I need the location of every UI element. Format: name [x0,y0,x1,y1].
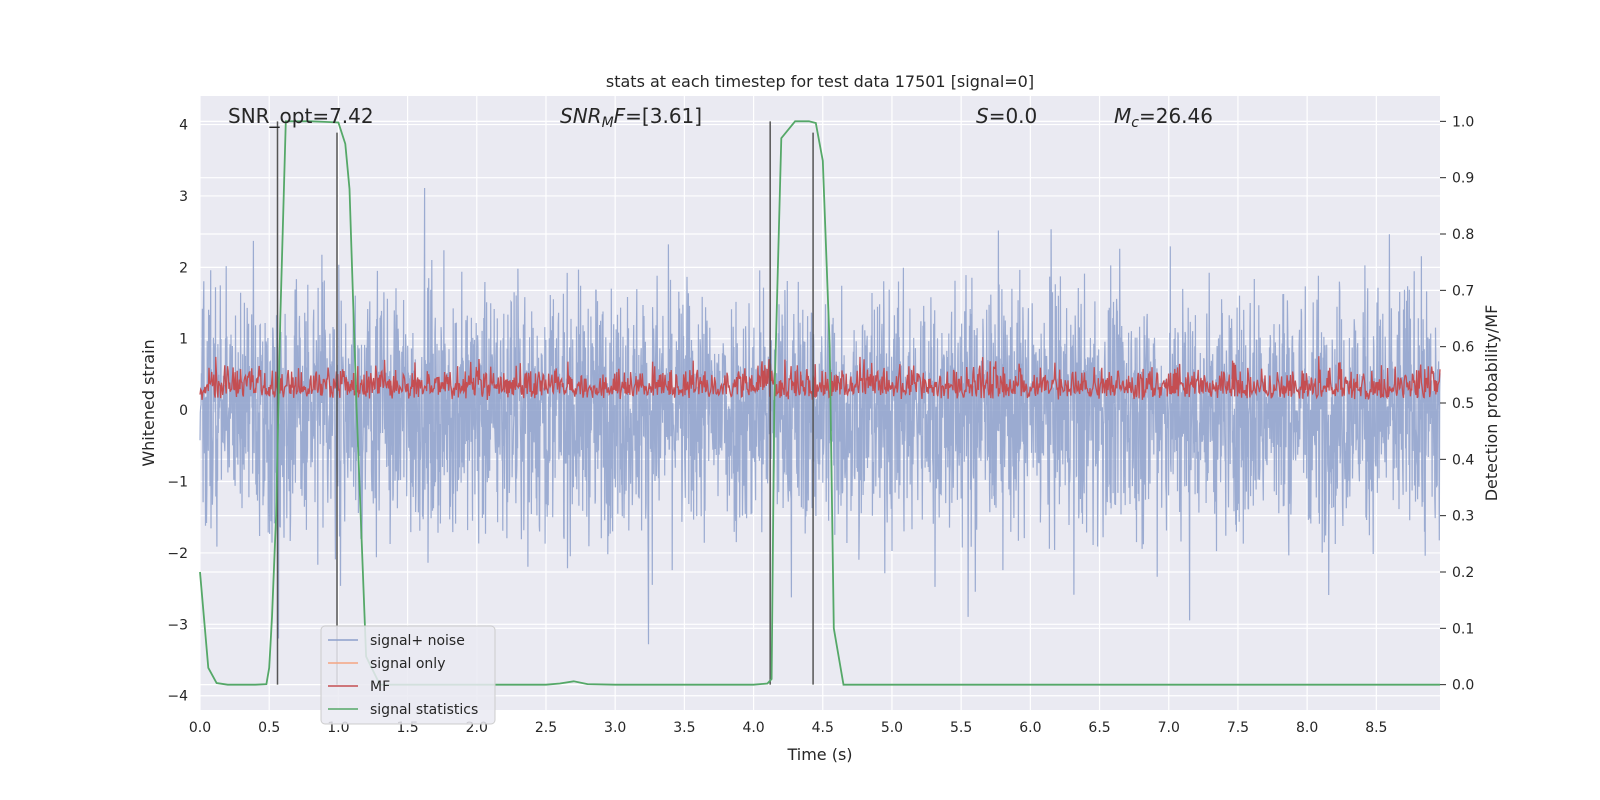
x-tick-label: 7.5 [1227,720,1249,736]
s-annotation: S=0.0 [976,104,1037,128]
y-tick-label: 4 [179,118,188,134]
y2-tick-label: 0.9 [1452,171,1474,187]
y2-tick-label: 0.6 [1452,340,1474,356]
y-tick-label: −3 [167,617,188,633]
grid [199,96,1440,710]
y-tick-label: −4 [167,689,188,705]
mc-subscript: c [1131,115,1139,131]
y-tick-label: 1 [179,332,188,348]
signal-noise-series [199,187,1441,645]
x-tick-label: 0.0 [189,720,211,736]
legend-label-signal-noise: signal+ noise [370,633,465,649]
snr-mf-annotation: SNRMF=[3.61] [560,104,702,131]
y-tick-label: 0 [179,403,188,419]
x-tick-label: 4.5 [812,720,834,736]
x-tick-label: 3.0 [604,720,626,736]
y-tick-label: 3 [179,189,188,205]
mf-line [199,356,1441,401]
x-tick-label: 4.0 [742,720,764,736]
snr-mf-value: =[3.61] [625,104,702,128]
x-tick-label: 2.5 [535,720,557,736]
snr-mf-subscript: M [602,115,614,131]
y2-tick-label: 0.1 [1452,621,1474,637]
legend-label-mf: MF [370,679,390,695]
tick-labels: 0.0 0.5 1.0 1.5 2.0 2.5 3.0 3.5 4.0 4.5 5.0 5.5 6.0 6… [167,114,1474,736]
vertical-markers [276,121,814,685]
mc-symbol: M [1114,104,1131,128]
y-tick-label: −1 [167,475,188,491]
y-tick-label: −2 [167,546,188,562]
y2-tick-label: 0.4 [1452,452,1474,468]
y2-tick-label: 1.0 [1452,114,1474,130]
signal-statistics-line [199,120,1440,686]
s-value: =0.0 [989,104,1038,128]
signal-noise-line [199,187,1441,645]
mc-value: =26.46 [1139,104,1213,128]
y2-axis-label: Detection probability/MF [1482,305,1501,502]
x-axis-label: Time (s) [786,745,852,764]
mf-series [199,356,1441,401]
x-tick-label: 5.5 [950,720,972,736]
y2-tick-label: 0.7 [1452,283,1474,299]
x-tick-label: 5.0 [881,720,903,736]
x-tick-label: 7.0 [1158,720,1180,736]
legend-label-signal-only: signal only [370,656,445,672]
x-tick-label: 6.0 [1019,720,1041,736]
snr-opt-annotation: SNR_opt=7.42 [228,104,374,128]
x-tick-label: 8.0 [1296,720,1318,736]
y2-tick-label: 0.8 [1452,227,1474,243]
chart-title: stats at each timestep for test data 175… [606,72,1034,91]
y2-tick-label: 0.3 [1452,509,1474,525]
x-tick-label: 6.5 [1088,720,1110,736]
mc-annotation: Mc=26.46 [1114,104,1213,131]
snr-mf-symbol: SNR [560,104,602,128]
y-axis-label: Whitened strain [139,339,158,466]
x-tick-label: 8.5 [1365,720,1387,736]
signal-statistics-series [199,120,1440,686]
y-tick-label: 2 [179,260,188,276]
legend-box [320,625,496,725]
x-tick-label: 3.5 [673,720,695,736]
y2-tick-label: 0.2 [1452,565,1474,581]
s-symbol: S [976,104,989,128]
x-tick-label: 0.5 [258,720,280,736]
legend-label-signal-statistics: signal statistics [370,702,478,718]
y2-tick-label: 0.0 [1452,678,1474,694]
y2-tick-label: 0.5 [1452,396,1474,412]
legend: signal+ noise signal only MF signal stat… [320,625,496,725]
snr-mf-tail: F [614,104,626,128]
